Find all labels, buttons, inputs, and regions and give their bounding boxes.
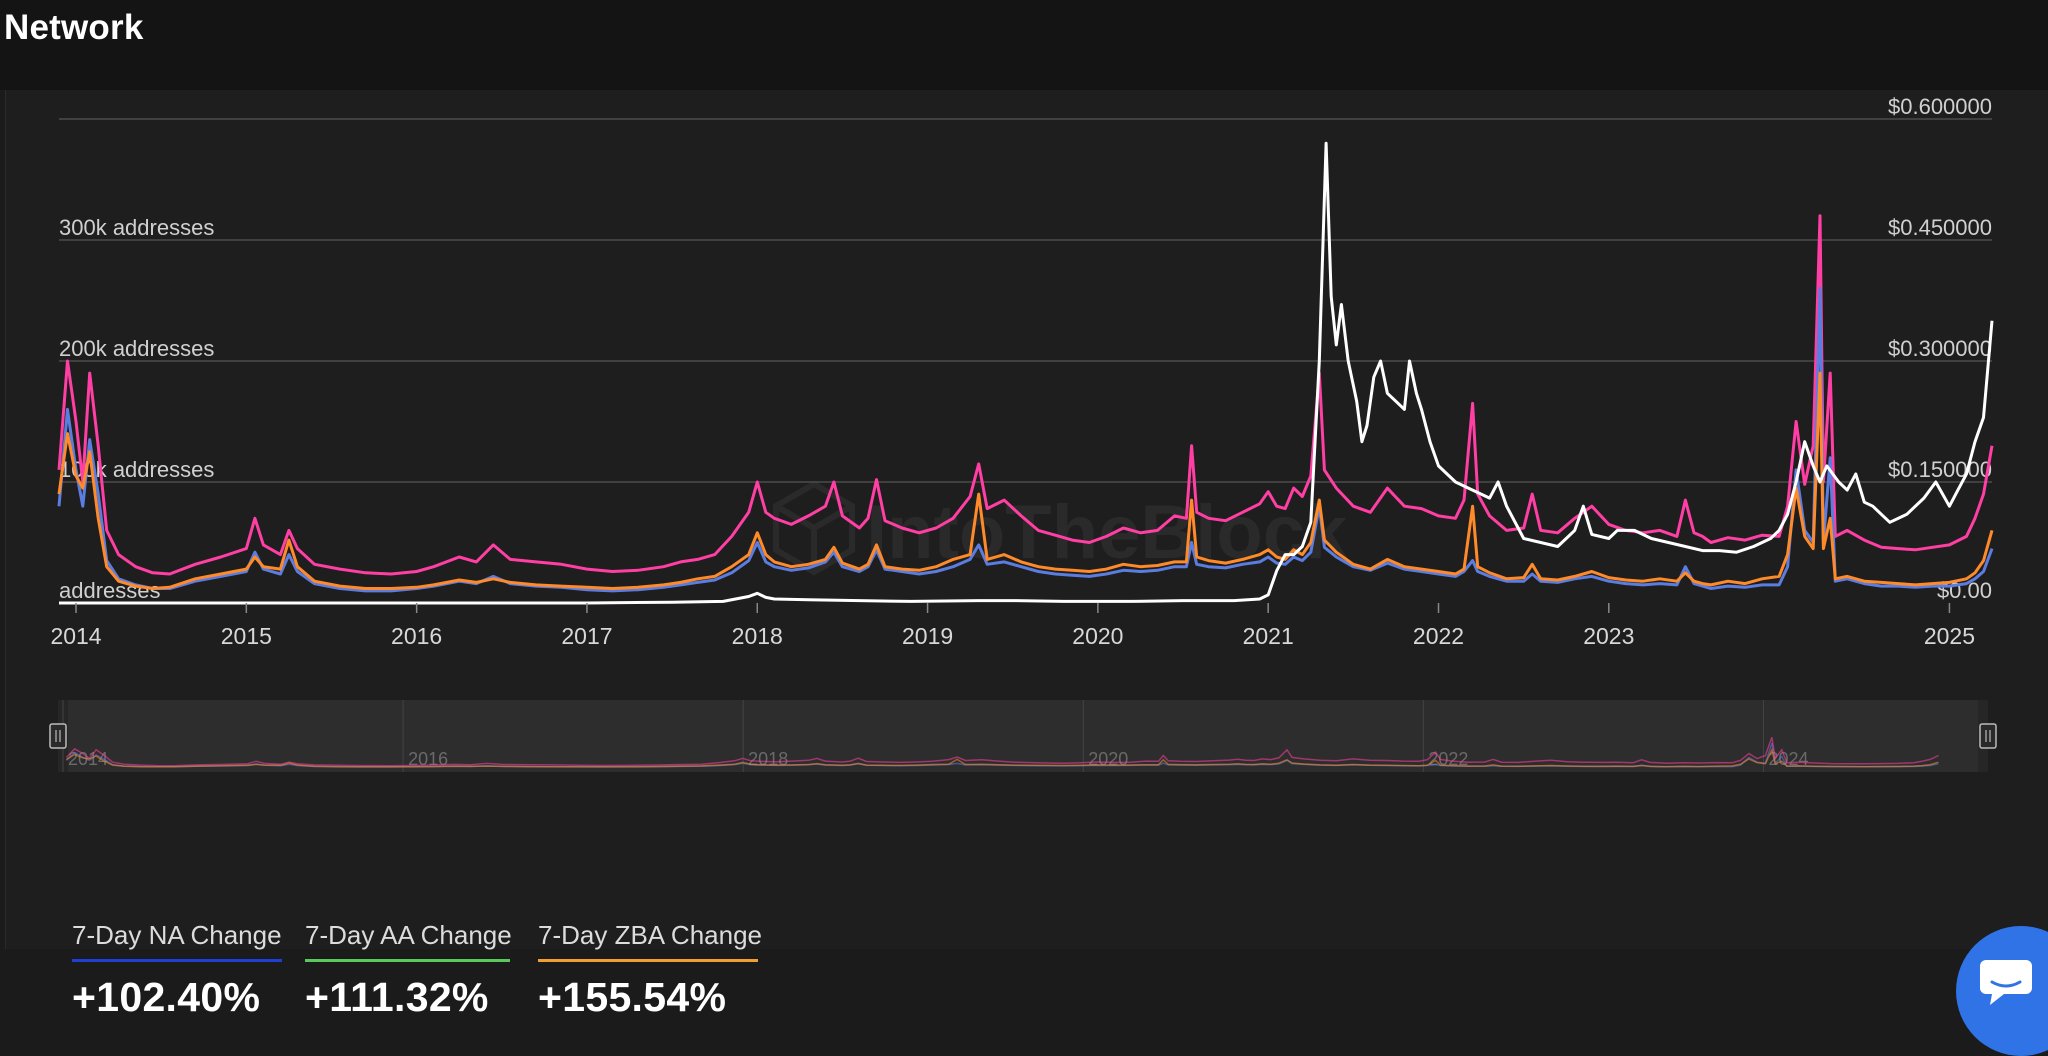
x-tick-label: 2020: [1072, 623, 1123, 649]
x-tick-label: 2014: [50, 623, 101, 649]
navigator-series-active: [65, 737, 1939, 767]
y-left-tick-label: 200k addresses: [59, 336, 214, 361]
stat-zba: 7-Day ZBA Change +155.54%: [538, 920, 763, 1021]
chart-panel: IntoTheBlock addresses 100k addresses 200k…: [5, 90, 2048, 1056]
stat-underline: [538, 959, 758, 962]
x-tick-label: 2023: [1583, 623, 1634, 649]
stat-underline: [305, 959, 510, 962]
series-line-active[interactable]: [57, 214, 1994, 576]
x-tick-label: 2017: [561, 623, 612, 649]
chat-bubble-icon: [1980, 960, 2032, 1005]
navigator-selection[interactable]: [68, 700, 1978, 772]
x-tick-label: 2019: [902, 623, 953, 649]
y-right-tick-label: $0.600000: [1888, 94, 1992, 119]
series: [57, 141, 1994, 605]
page-header: Network: [0, 0, 2048, 90]
series-line-new[interactable]: [57, 286, 1994, 593]
navigator-right-handle[interactable]: [1979, 723, 1997, 749]
stat-value: +102.40%: [72, 974, 261, 1020]
stat-label: 7-Day AA Change: [305, 920, 512, 950]
grid: [59, 118, 1992, 483]
navigator-left-handle[interactable]: [49, 723, 67, 749]
navigator-tick-label: 2020: [1088, 749, 1128, 769]
navigator-tick-label: 2016: [408, 749, 448, 769]
x-tick-label: 2016: [391, 623, 442, 649]
stat-underline: [72, 959, 282, 962]
y-right-tick-label: $0.450000: [1888, 215, 1992, 240]
x-tick-label: 2018: [732, 623, 783, 649]
series-line-zero-balance[interactable]: [57, 371, 1994, 590]
right-axis: $0.00$0.150000$0.300000$0.450000$0.60000…: [1888, 94, 1992, 603]
stat-value: +111.32%: [305, 974, 489, 1020]
x-axis: 2014 2015 2016 2017 2018 2019 2020 2021 2022 2023…: [50, 603, 1975, 649]
stat-label: 7-Day ZBA Change: [538, 920, 763, 950]
y-left-tick-label: addresses: [59, 578, 161, 603]
stat-na: 7-Day NA Change +102.40%: [72, 920, 282, 1021]
stat-aa: 7-Day AA Change +111.32%: [305, 920, 512, 1021]
stat-label: 7-Day NA Change: [72, 920, 282, 950]
series-line-price[interactable]: [59, 141, 1994, 605]
range-navigator[interactable]: 2014 2016 2018 2020 2022 2024: [49, 700, 1997, 772]
stat-value: +155.54%: [538, 974, 727, 1020]
navigator-series-zero-balance: [66, 747, 1939, 768]
y-left-tick-label: 300k addresses: [59, 215, 214, 240]
x-tick-label: 2021: [1243, 623, 1294, 649]
y-right-tick-label: $0.150000: [1888, 457, 1992, 482]
y-right-tick-label: $0.300000: [1888, 336, 1992, 361]
chat-button[interactable]: [1956, 926, 2048, 1056]
x-tick-label: 2025: [1924, 623, 1975, 649]
page-title: Network: [4, 8, 144, 47]
x-tick-label: 2022: [1413, 623, 1464, 649]
x-tick-label: 2015: [221, 623, 272, 649]
